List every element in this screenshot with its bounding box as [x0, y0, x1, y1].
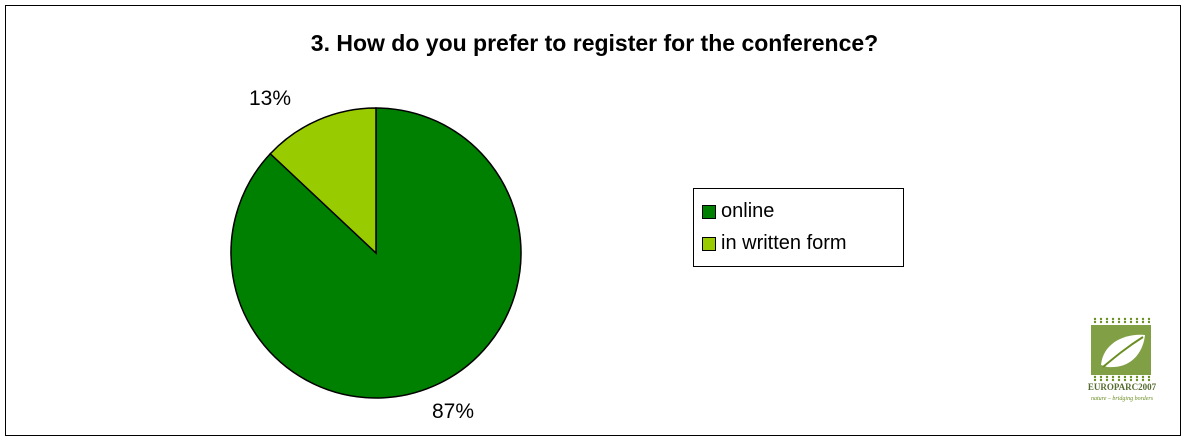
logo-dot: [1105, 317, 1109, 321]
logo-dot: [1099, 317, 1103, 321]
legend-item-online: online: [702, 200, 774, 223]
chart-title: 3. How do you prefer to register for the…: [310, 30, 879, 56]
legend-swatch-in-written-form: [702, 236, 716, 251]
logo-dot: [1147, 317, 1151, 321]
logo-dot: [1105, 375, 1109, 379]
logo-dot: [1141, 378, 1145, 382]
logo-dot: [1111, 317, 1115, 321]
logo-dot: [1147, 375, 1151, 379]
logo-dot: [1135, 320, 1139, 324]
logo-dot: [1123, 320, 1127, 324]
logo-dot: [1135, 375, 1139, 379]
logo-dot: [1093, 320, 1097, 324]
logo-dot: [1093, 375, 1097, 379]
logo-dot: [1105, 320, 1109, 324]
chart-frame: [5, 5, 1181, 436]
logo-dot: [1117, 317, 1121, 321]
logo-dot: [1135, 317, 1139, 321]
pie-slice-online: [230, 107, 522, 399]
logo-dot: [1111, 320, 1115, 324]
legend: online in written form: [693, 188, 904, 267]
logo-dot: [1111, 378, 1115, 382]
logo-dot: [1099, 320, 1103, 324]
logo-dot: [1141, 317, 1145, 321]
logo-dot: [1117, 378, 1121, 382]
logo-dot: [1117, 320, 1121, 324]
logo-dot: [1123, 378, 1127, 382]
europarc-logo: EUROPARC2007 nature – bridging borders: [1088, 317, 1157, 402]
logo-dot: [1123, 317, 1127, 321]
svg-text:EUROPARC2007: EUROPARC2007: [1088, 382, 1157, 392]
logo-dot: [1129, 375, 1133, 379]
logo-dot: [1105, 378, 1109, 382]
logo-dot: [1129, 320, 1133, 324]
logo-dot: [1129, 378, 1133, 382]
legend-swatch-online: [702, 204, 716, 219]
legend-label-online: online: [721, 200, 775, 222]
logo-dot: [1141, 375, 1145, 379]
logo-dot: [1099, 378, 1103, 382]
svg-text:nature – bridging borders: nature – bridging borders: [1091, 396, 1154, 402]
logo-dot: [1099, 375, 1103, 379]
data-label-online: 87%: [432, 400, 475, 423]
legend-label-in-written-form: in written form: [721, 232, 847, 254]
pie-slice-in-written-form: [269, 107, 377, 255]
logo-dot: [1147, 320, 1151, 324]
legend-item-in-written-form: in written form: [702, 232, 847, 255]
logo-dot: [1129, 317, 1133, 321]
logo-dot: [1117, 375, 1121, 379]
logo-dot: [1147, 378, 1151, 382]
logo-dot: [1093, 317, 1097, 321]
logo-dot: [1093, 378, 1097, 382]
logo-dot: [1111, 375, 1115, 379]
logo-dot: [1123, 375, 1127, 379]
logo-dot: [1141, 320, 1145, 324]
logo-dot: [1135, 378, 1139, 382]
data-label-in-written-form: 13%: [249, 87, 292, 110]
